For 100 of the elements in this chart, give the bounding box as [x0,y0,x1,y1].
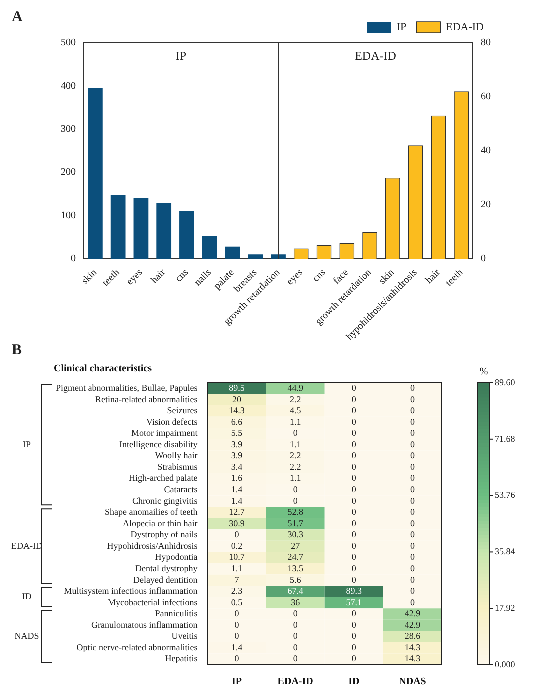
color-bar-label: 35.84 [495,546,516,557]
y-tick-label: Optic nerve-related abnormalities [76,642,198,652]
data-label: 0 [352,462,357,472]
y-tick-label: Hepatitis [165,654,198,664]
y-tick-label: Granulomatous inflammation [91,620,198,630]
bar [134,198,149,259]
y-tick-label: High-arched palate [129,473,198,484]
data-label: 0 [410,563,416,574]
data-label: 0 [352,450,357,461]
data-label: 0 [352,507,357,518]
x-tick-label: ID [348,676,360,688]
x-tick-label: IP [232,676,242,688]
data-label: 6.6 [231,416,244,427]
x-tick-label: cns [311,267,328,285]
data-label: 0.5 [231,597,244,608]
y-tick-label: 100 [61,210,76,222]
data-label: 30.3 [288,530,304,540]
data-label: 0 [410,484,416,495]
y-tick-label: Multisystem infectious inflammation [64,586,198,596]
data-label: 0 [293,631,298,642]
data-label: 7 [234,574,240,585]
bar [110,195,126,259]
data-label: 0 [293,428,298,438]
x-tick-label: hair [424,266,444,286]
x-tick-label: teeth [444,267,466,289]
data-label: 5.6 [290,574,302,585]
y-tick-label: Shape anomailies of teeth [104,507,198,518]
data-label: 67.4 [288,586,304,596]
y-tick-label: Chronic gingivitis [132,496,198,506]
data-label: 0 [410,540,416,551]
data-label: 14.3 [404,654,422,664]
text: IP [22,439,32,450]
y-tick-label: Intelligence disability [119,439,198,450]
data-label: 42.9 [404,620,422,630]
data-label: 0 [234,530,240,540]
data-label: 14.3 [229,406,246,416]
data-label: 0 [293,654,298,664]
data-label: 0 [234,654,240,664]
color-bar-label: 0.000 [495,659,516,670]
color-bar-label: 71.68 [495,434,516,444]
text: EDA-ID [12,540,43,551]
data-label: 0 [293,620,298,630]
data-label: 0 [293,608,298,619]
data-label: 1.4 [231,496,244,506]
y-tick-label: 300 [61,124,76,136]
text: B [12,342,22,358]
data-label: 57.1 [346,597,362,608]
data-label: 1.1 [231,563,243,574]
y-tick-label: Pigment abnormalities, Bullae, Papules [56,383,198,393]
y-tick-label: 0 [71,254,76,265]
data-label: 0 [352,654,357,664]
color-bar-label: 53.76 [495,490,516,500]
y-tick-label: Motor impairment [131,428,198,438]
y2-tick-label: 0 [481,254,486,265]
data-label: 0 [410,530,416,540]
data-label: 0 [352,642,357,652]
data-label: 13.5 [288,563,304,574]
bar [271,254,286,259]
x-tick-label: EDA-ID [278,676,314,688]
data-label: 0 [410,473,416,484]
data-label: 89.3 [346,586,363,596]
data-label: 51.7 [288,518,304,528]
data-label: 0 [352,394,357,404]
data-label: 52.8 [288,507,304,518]
x-tick-label: hair [149,266,169,286]
data-label: 0 [410,428,416,438]
data-label: 0 [352,574,357,585]
bar [248,254,264,259]
data-label: 0 [410,462,416,472]
data-label: 0 [352,496,357,506]
data-label: 0 [352,563,357,574]
text: A [12,9,23,26]
y-tick-label: Alopecia or thin hair [122,518,198,528]
color-bar-title: % [480,366,488,378]
data-label: 0 [352,552,357,562]
y2-tick-label: 60 [481,92,491,103]
data-label: 20 [232,394,242,404]
data-label: 0 [352,518,357,528]
data-label: 0 [410,394,416,404]
data-label: 89.5 [229,383,246,393]
data-label: 5.5 [231,428,244,438]
data-label: 0.2 [231,540,243,551]
text: Clinical characteristics [54,364,152,375]
data-label: 14.3 [404,642,422,652]
y-tick-label: Hypodontia [155,552,198,562]
data-label: 28.6 [404,631,422,642]
y-tick-label: Strabismus [158,462,198,472]
data-label: 0 [410,507,416,518]
data-label: 0 [234,631,240,642]
data-label: 0 [410,416,416,427]
y-tick-label: 500 [61,38,76,49]
data-label: 0 [352,406,357,416]
data-label: 24.7 [288,552,304,562]
data-label: 0 [352,383,357,393]
data-label: 0 [352,484,357,495]
x-tick-label: teeth [100,267,122,289]
data-label: 0 [352,428,357,438]
legend-label: IP [396,21,407,34]
data-label: 0 [352,608,357,619]
data-label: 42.9 [404,608,422,619]
